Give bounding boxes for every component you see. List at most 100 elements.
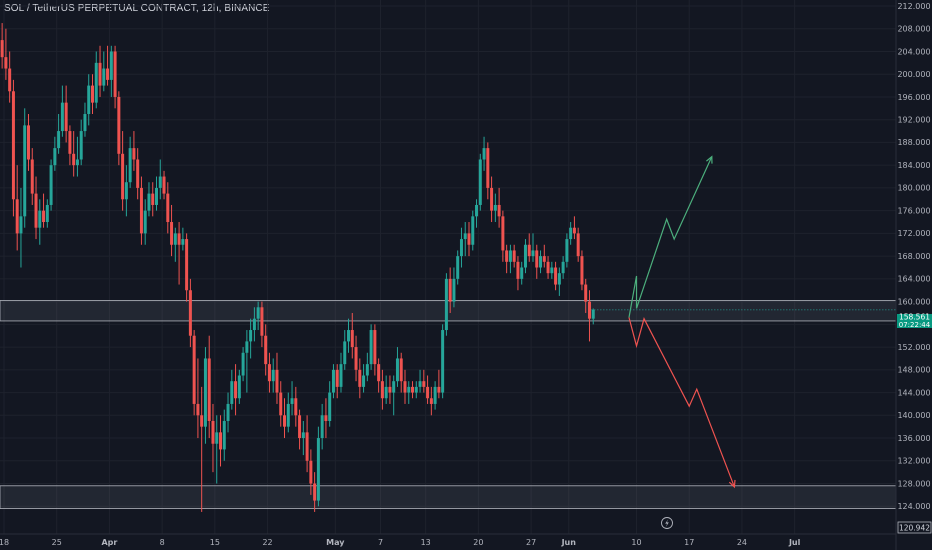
candle-body bbox=[328, 392, 332, 421]
candle bbox=[155, 176, 158, 211]
candle-body bbox=[542, 256, 546, 262]
candle-body bbox=[392, 381, 396, 393]
candle bbox=[459, 227, 463, 268]
candle-body bbox=[523, 244, 527, 268]
candle bbox=[331, 364, 335, 399]
candle-body bbox=[8, 68, 12, 92]
candle-body bbox=[79, 131, 83, 160]
candle-body bbox=[411, 386, 415, 393]
candle-body bbox=[350, 330, 354, 348]
candle bbox=[429, 386, 433, 416]
candle bbox=[106, 45, 110, 86]
candle bbox=[411, 381, 415, 399]
candle bbox=[328, 381, 332, 427]
price-tick-label: 192.000 bbox=[897, 115, 930, 124]
price-tick-label: 212.000 bbox=[897, 2, 930, 11]
candle-body bbox=[155, 187, 158, 205]
bearish-projection[interactable] bbox=[628, 317, 735, 488]
time-tick-label: 13 bbox=[421, 538, 431, 547]
candle bbox=[486, 142, 490, 200]
time-axis[interactable]: 18 25 Apr 8 15 22 May 7 13 20 27 Jun 10 17 24 Jul bbox=[0, 533, 896, 547]
candle bbox=[79, 119, 83, 166]
candle bbox=[467, 222, 471, 257]
candle-body bbox=[203, 358, 207, 427]
candle bbox=[478, 153, 482, 211]
price-tick-label: 196.000 bbox=[897, 93, 930, 102]
candle-body bbox=[75, 159, 79, 166]
time-tick-label: 15 bbox=[210, 538, 220, 547]
price-tick-label: 136.000 bbox=[897, 434, 930, 443]
candle bbox=[45, 199, 49, 228]
candle bbox=[433, 381, 437, 410]
candle bbox=[490, 176, 494, 223]
candle-body bbox=[561, 261, 565, 274]
candle-body bbox=[49, 165, 53, 205]
candle bbox=[362, 364, 366, 393]
candle bbox=[200, 386, 204, 512]
bullish-projection[interactable] bbox=[628, 156, 713, 318]
candle-body bbox=[475, 204, 479, 217]
candle-body bbox=[170, 222, 174, 245]
candle bbox=[173, 227, 177, 262]
candle bbox=[252, 307, 256, 342]
candle-body bbox=[520, 267, 524, 279]
candle-body bbox=[121, 153, 125, 200]
lightning-icon[interactable] bbox=[661, 517, 673, 529]
candle bbox=[542, 244, 546, 268]
candle-body bbox=[117, 96, 121, 154]
demand-zone[interactable] bbox=[0, 485, 897, 509]
candle bbox=[188, 278, 192, 348]
candle bbox=[358, 358, 362, 399]
price-tick-label: 140.000 bbox=[897, 411, 930, 420]
candle-body bbox=[252, 318, 256, 331]
candle bbox=[388, 375, 392, 404]
price-axis[interactable]: 212.000 208.000 204.000 200.000 196.000 192.0… bbox=[895, 0, 932, 550]
candle bbox=[196, 358, 200, 439]
candle-body bbox=[283, 415, 287, 427]
candle bbox=[113, 45, 117, 109]
price-tick-label: 204.000 bbox=[897, 47, 930, 56]
candle bbox=[203, 347, 207, 444]
candle bbox=[64, 85, 68, 143]
candle-body bbox=[550, 267, 554, 274]
candle-body bbox=[64, 102, 68, 132]
candle-body bbox=[587, 301, 591, 319]
candle bbox=[531, 233, 535, 262]
candle-body bbox=[508, 250, 512, 262]
candle bbox=[294, 386, 298, 427]
candle bbox=[426, 375, 430, 404]
candle-body bbox=[373, 330, 377, 365]
candle-body bbox=[441, 330, 445, 393]
candle-body bbox=[151, 193, 155, 205]
candle bbox=[418, 369, 422, 393]
candle bbox=[264, 324, 268, 376]
candle-body bbox=[192, 335, 196, 404]
price-tick-label: 184.000 bbox=[897, 161, 930, 170]
candle-body bbox=[377, 364, 381, 382]
time-tick-label: Apr bbox=[101, 538, 117, 547]
candle bbox=[162, 170, 166, 200]
candle bbox=[158, 159, 162, 200]
candle-body bbox=[535, 250, 539, 268]
candle bbox=[90, 74, 94, 115]
candle bbox=[109, 45, 113, 97]
resistance-support-zone[interactable] bbox=[0, 300, 897, 322]
time-tick-label: 20 bbox=[473, 538, 483, 547]
candle bbox=[516, 256, 520, 291]
price-tick-label: 172.000 bbox=[897, 229, 930, 238]
candle bbox=[508, 244, 512, 274]
candle bbox=[365, 352, 369, 382]
candle-body bbox=[429, 398, 433, 404]
candle-body bbox=[286, 403, 290, 427]
candle-body bbox=[324, 415, 328, 421]
candle bbox=[15, 165, 19, 251]
candle-body bbox=[301, 432, 305, 439]
price-tick-label: 188.000 bbox=[897, 138, 930, 147]
candle bbox=[230, 369, 234, 410]
candle-body bbox=[576, 233, 580, 257]
candle bbox=[444, 273, 448, 336]
candle bbox=[94, 51, 98, 109]
candle bbox=[42, 193, 46, 228]
candle bbox=[475, 199, 479, 228]
